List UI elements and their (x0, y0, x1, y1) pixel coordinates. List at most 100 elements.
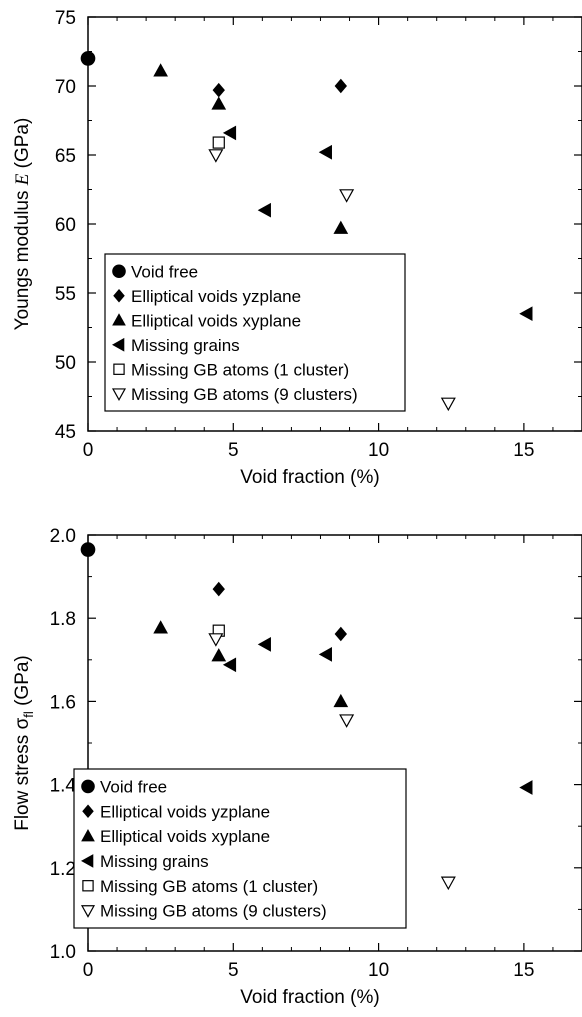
legend-marker (80, 854, 94, 868)
series-missing-grains (222, 125, 533, 322)
series-elliptical-voids-yzplane (212, 581, 347, 642)
legend-label: Missing grains (131, 336, 240, 355)
series-elliptical-voids-xyplane (153, 620, 349, 708)
data-point (80, 542, 96, 557)
legend-label: Void free (100, 777, 167, 796)
x-tick-label: 0 (83, 960, 94, 981)
data-point (339, 714, 355, 728)
y-axis-label: Flow stress σfl (GPa) (12, 655, 36, 831)
data-point (257, 202, 271, 218)
legend-label: Elliptical voids yzplane (131, 287, 301, 306)
legend-label: Missing GB atoms (1 cluster) (100, 877, 318, 896)
x-tick-label: 5 (228, 440, 239, 461)
legend-label: Elliptical voids xyplane (100, 827, 270, 846)
y-tick-label: 1.6 (50, 692, 76, 713)
legend-marker (111, 388, 127, 401)
y-tick-label: 1.8 (50, 609, 76, 630)
series-missing-gb-atoms-1-cluster- (212, 136, 225, 149)
x-tick-label: 5 (228, 960, 239, 981)
data-point (208, 633, 224, 647)
y-tick-label: 70 (55, 77, 76, 98)
x-tick-label: 10 (368, 440, 389, 461)
x-tick-label: 10 (368, 960, 389, 981)
data-point (80, 51, 96, 66)
data-point (153, 620, 168, 634)
y-label-subscript: fl (21, 711, 36, 718)
legend-marker (112, 264, 126, 279)
data-point (211, 96, 227, 110)
data-point (222, 657, 237, 673)
series-void-free (80, 542, 96, 557)
y-label-text: Flow stress σ (12, 717, 33, 830)
legend-box (104, 253, 406, 412)
series-missing-gb-atoms-9-clusters- (208, 149, 456, 412)
legend-marker (81, 779, 95, 794)
legend-marker (113, 363, 125, 375)
series-elliptical-voids-xyplane (153, 63, 349, 234)
data-point (440, 876, 456, 891)
y-tick-label: 60 (55, 215, 76, 236)
x-axis-label: Void fraction (%) (240, 987, 379, 1008)
chart-1: 45 50 55 60 65 70 75 0 5 10 15 Void fraction (%) You… (12, 8, 582, 488)
legend-marker (82, 880, 94, 892)
y-label-unit: (GPa) (12, 655, 33, 711)
y-tick-label: 1.2 (50, 859, 76, 880)
data-point (519, 780, 533, 795)
data-point (334, 626, 347, 642)
legend-label: Void free (131, 262, 198, 281)
data-point (212, 82, 225, 98)
chart-2: 1.0 1.2 1.4 1.6 1.8 2.0 0 5 10 15 Void fraction (%… (12, 526, 582, 1008)
legend-label: Missing GB atoms (1 cluster) (131, 360, 349, 379)
y-tick-label: 75 (55, 8, 76, 29)
data-point (153, 63, 168, 77)
y-label-text: Youngs modulus (12, 185, 33, 330)
legend-label: Missing GB atoms (9 clusters) (100, 902, 327, 921)
y-tick-label: 2.0 (50, 526, 76, 547)
y-label-symbol: E (12, 173, 33, 186)
legend-marker (112, 313, 126, 326)
data-point (222, 125, 237, 141)
x-tick-label: 0 (83, 440, 94, 461)
legend-label: Missing GB atoms (9 clusters) (131, 385, 358, 404)
data-point (211, 648, 227, 662)
y-axis-label: Youngs modulus E (GPa) (12, 118, 33, 331)
legend-marker (80, 905, 96, 918)
legend-marker (82, 804, 94, 819)
legend-label: Missing grains (100, 852, 209, 871)
x-tick-label: 15 (513, 960, 534, 981)
data-point (519, 306, 533, 322)
legend: Void free Elliptical voids yzplane Ellipti… (104, 253, 406, 412)
data-point (440, 397, 456, 412)
y-tick-label: 50 (55, 353, 76, 374)
data-point (212, 136, 225, 149)
data-point (333, 220, 349, 234)
data-point (212, 581, 225, 597)
y-tick-label: 1.0 (50, 942, 76, 963)
series-void-free (80, 51, 96, 66)
data-point (318, 144, 332, 160)
legend-marker (81, 829, 95, 842)
y-tick-label: 45 (55, 422, 76, 443)
y-tick-label: 55 (55, 284, 76, 305)
series-missing-grains (222, 637, 533, 795)
data-point (318, 647, 332, 662)
series-elliptical-voids-yzplane (212, 78, 347, 98)
y-tick-label: 65 (55, 146, 76, 167)
y-tick-label: 1.4 (50, 776, 77, 797)
data-point (334, 78, 347, 94)
x-axis-label: Void fraction (%) (240, 467, 379, 488)
x-tick-label: 15 (513, 440, 534, 461)
legend: Void free Elliptical voids yzplane Ellipti… (73, 768, 407, 929)
legend-marker (111, 337, 125, 352)
legend-label: Elliptical voids xyplane (131, 311, 301, 330)
y-label-unit: (GPa) (12, 118, 33, 174)
data-point (339, 189, 355, 203)
data-point (257, 637, 271, 652)
legend-label: Elliptical voids yzplane (100, 802, 270, 821)
legend-marker (113, 288, 125, 303)
data-point (208, 149, 224, 163)
legend-box (73, 768, 407, 929)
series-missing-gb-atoms-9-clusters- (208, 633, 456, 891)
